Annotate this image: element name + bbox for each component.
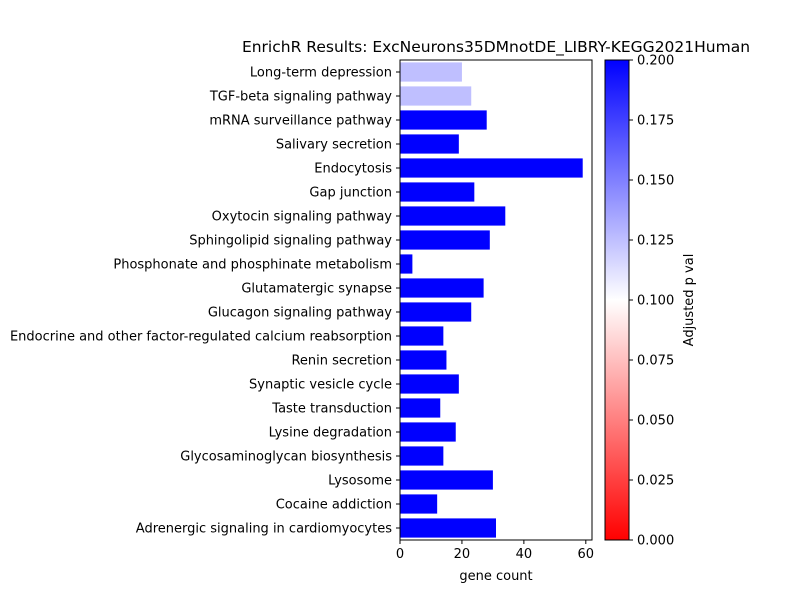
bar (400, 182, 475, 202)
colorbar-tick-label: 0.150 (637, 174, 674, 189)
y-tick-label: Oxytocin signaling pathway (212, 210, 393, 225)
colorbar-tick-label: 0.100 (637, 294, 674, 309)
y-tick-label: Long-term depression (250, 66, 392, 81)
y-tick-label: Lysine degradation (269, 426, 392, 441)
colorbar-tick-label: 0.200 (637, 54, 674, 69)
bar (400, 278, 484, 298)
colorbar-tick-label: 0.050 (637, 414, 674, 429)
y-tick-label: Sphingolipid signaling pathway (189, 234, 392, 249)
x-tick-label: 0 (396, 547, 404, 562)
bar (400, 110, 487, 130)
bar (400, 518, 496, 538)
bar (400, 62, 462, 82)
colorbar-tick-label: 0.075 (637, 354, 674, 369)
y-tick-label: mRNA surveillance pathway (209, 114, 392, 129)
y-tick-label: Glucagon signaling pathway (208, 306, 392, 321)
y-tick-label: Salivary secretion (276, 138, 392, 153)
bar (400, 446, 444, 466)
bar (400, 158, 583, 178)
x-tick-label: 60 (578, 547, 595, 562)
y-tick-label: Glycosaminoglycan biosynthesis (180, 450, 392, 465)
bar (400, 326, 444, 346)
axes-layer: Long-term depression TGF-beta signaling p… (10, 59, 595, 562)
y-tick-label: Gap junction (309, 186, 392, 201)
y-tick-label: Synaptic vesicle cycle (249, 378, 392, 393)
colorbar-tick-label: 0.125 (637, 234, 674, 249)
y-tick-label: Adrenergic signaling in cardiomyocytes (136, 522, 392, 537)
bars-layer (400, 62, 583, 538)
colorbar-tick-label: 0.000 (637, 534, 674, 549)
bar (400, 302, 472, 322)
y-tick-label: Phosphonate and phosphinate metabolism (113, 258, 392, 273)
y-tick-label: Glutamatergic synapse (241, 282, 392, 297)
chart-title: EnrichR Results: ExcNeurons35DMnotDE_LIB… (242, 38, 750, 57)
colorbar-tick-label: 0.175 (637, 114, 674, 129)
y-tick-label: Cocaine addiction (276, 498, 392, 513)
y-tick-label: Endocytosis (314, 162, 392, 177)
bar (400, 350, 447, 370)
plot-frame (399, 59, 593, 541)
y-tick-label: Endocrine and other factor-regulated cal… (10, 330, 392, 345)
y-tick-label: TGF-beta signaling pathway (209, 90, 392, 105)
bar (400, 86, 472, 106)
y-tick-label: Lysosome (328, 474, 392, 489)
colorbar-gradient (604, 59, 630, 541)
bar (400, 470, 493, 490)
bar (400, 230, 490, 250)
bar (400, 374, 459, 394)
y-tick-label: Renin secretion (291, 354, 392, 369)
x-tick-label: 20 (454, 547, 471, 562)
bar (400, 398, 441, 418)
y-tick-label: Taste transduction (271, 402, 392, 417)
bar (400, 206, 506, 226)
x-tick-label: 40 (516, 547, 533, 562)
bar (400, 134, 459, 154)
bar (400, 254, 413, 274)
bar (400, 422, 456, 442)
bar (400, 494, 438, 514)
colorbar-label: Adjusted p val (682, 254, 697, 347)
colorbar: 0.000 0.025 0.050 0.075 0.100 0.125 0.150 0.175… (604, 54, 674, 549)
x-axis-label: gene count (459, 569, 532, 584)
colorbar-tick-label: 0.025 (637, 474, 674, 489)
